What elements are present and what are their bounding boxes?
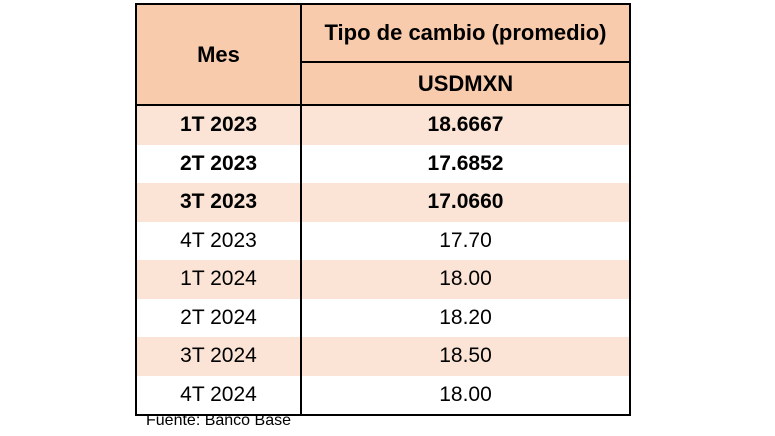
table-row: 2T 2024 18.20 <box>137 298 629 337</box>
table-row: 4T 2024 18.00 <box>137 375 629 414</box>
header-title: Tipo de cambio (promedio) <box>302 5 629 63</box>
table-row: 4T 2023 17.70 <box>137 221 629 260</box>
cell-value: 18.6667 <box>427 113 504 137</box>
cell-mes: 2T 2024 <box>137 298 302 337</box>
cell-mes: 1T 2023 <box>137 106 302 145</box>
cell-mes: 4T 2023 <box>137 221 302 260</box>
source-note: Fuente: Banco Base <box>146 412 291 429</box>
table-row: 1T 2023 18.6667 <box>137 106 629 145</box>
cell-value: 18.50 <box>439 344 492 368</box>
cell-value: 18.00 <box>439 267 492 291</box>
table-row: 3T 2024 18.50 <box>137 337 629 376</box>
cell-value: 17.0660 <box>427 190 504 214</box>
cell-value: 17.70 <box>439 228 492 252</box>
table-header: Mes Tipo de cambio (promedio) USDMXN <box>137 5 629 106</box>
cell-value: 17.6852 <box>427 151 504 175</box>
cell-mes: 3T 2023 <box>137 183 302 222</box>
cell-mes: 1T 2024 <box>137 260 302 299</box>
cell-mes: 4T 2024 <box>137 375 302 414</box>
cell-mes: 3T 2024 <box>137 337 302 376</box>
cell-value: 18.00 <box>439 382 492 406</box>
header-subtitle: USDMXN <box>417 70 514 96</box>
table-row: 1T 2024 18.00 <box>137 260 629 299</box>
table-row: 2T 2023 17.6852 <box>137 144 629 183</box>
table-row: 3T 2023 17.0660 <box>137 183 629 222</box>
cell-mes: 2T 2023 <box>137 144 302 183</box>
cell-value: 18.20 <box>439 305 492 329</box>
header-mes: Mes <box>137 5 302 104</box>
header-right: Tipo de cambio (promedio) USDMXN <box>302 5 629 104</box>
exchange-rate-table: Mes Tipo de cambio (promedio) USDMXN 1T … <box>135 3 631 416</box>
